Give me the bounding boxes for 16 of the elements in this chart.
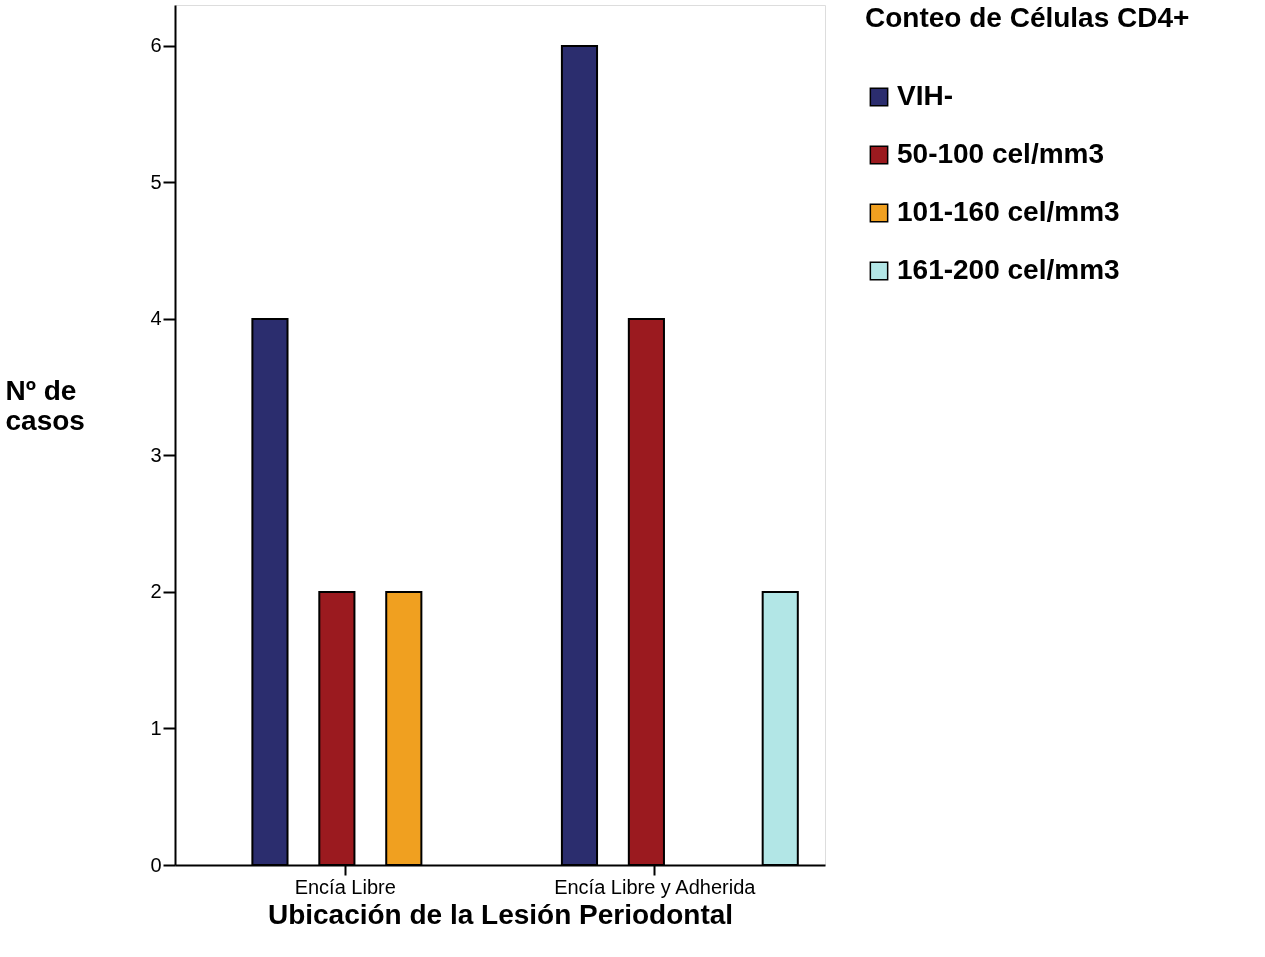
legend-label: 101-160 cel/mm3 xyxy=(897,196,1120,227)
y-axis-title: Nº de casos xyxy=(5,374,85,436)
y-tick-label: 2 xyxy=(150,580,162,603)
y-tick-label: 0 xyxy=(150,853,162,876)
y-tick-label: 6 xyxy=(150,34,162,57)
legend-label: VIH- xyxy=(897,80,953,111)
y-tick-label: 3 xyxy=(150,443,162,466)
y-tick-label: 4 xyxy=(150,307,162,330)
x-tick-label: Encía Libre y Adherida xyxy=(554,875,757,898)
legend-label: 50-100 cel/mm3 xyxy=(897,138,1105,169)
x-tick-label: Encía Libre xyxy=(294,875,396,898)
x-axis-title: Ubicación de la Lesión Periodontal xyxy=(267,898,734,930)
legend-label: 161-200 cel/mm3 xyxy=(897,254,1120,285)
y-tick-label: 5 xyxy=(150,170,162,193)
legend-title: Conteo de Células CD4+ xyxy=(865,2,1190,33)
y-tick-label: 1 xyxy=(150,716,162,739)
